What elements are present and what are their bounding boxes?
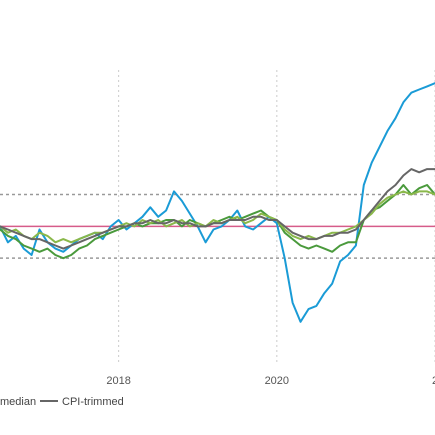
x-tick-label: 2 <box>432 375 435 387</box>
legend-label-cpi-trimmed: CPI-trimmed <box>62 396 124 408</box>
grid-layer <box>118 70 435 362</box>
series-line-0 <box>0 82 435 323</box>
series-line-2 <box>0 190 435 244</box>
x-tick-label: 2020 <box>265 375 289 387</box>
legend: median CPI-trimmed <box>0 396 124 408</box>
legend-label-median: median <box>0 396 36 408</box>
x-tick-label: 2018 <box>106 375 130 387</box>
x-axis-ticks: 2018 2020 2 <box>106 375 435 387</box>
series-layer <box>0 82 435 323</box>
series-line-3 <box>0 168 435 250</box>
